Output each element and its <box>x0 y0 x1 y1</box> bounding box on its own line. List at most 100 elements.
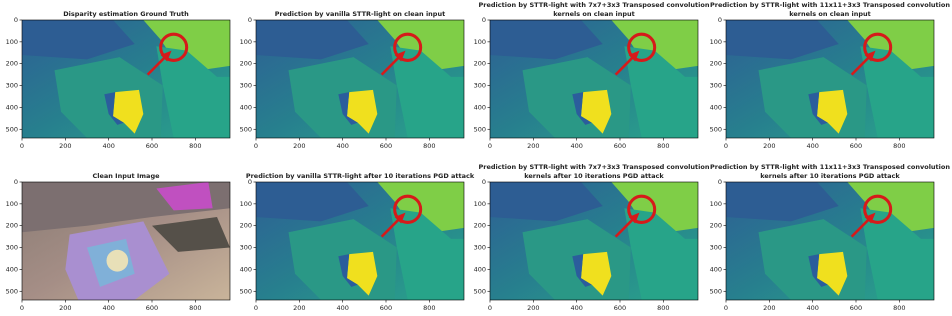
y-tick-label: 200 <box>6 222 18 230</box>
y-tick-label: 300 <box>6 82 18 90</box>
axes-frame <box>255 19 465 139</box>
axes-frame <box>489 181 699 301</box>
x-tick-label: 0 <box>254 304 258 312</box>
y-tick-label: 500 <box>240 125 252 133</box>
y-tick-label: 0 <box>482 178 486 186</box>
x-tick-label: 800 <box>189 142 201 150</box>
y-tick-label: 400 <box>710 265 722 273</box>
x-tick-label: 0 <box>20 304 24 312</box>
x-tick-label: 600 <box>850 142 862 150</box>
x-tick-label: 800 <box>423 304 435 312</box>
x-tick-label: 200 <box>293 304 305 312</box>
axes-frame <box>725 181 935 301</box>
y-tick-label: 0 <box>718 16 722 24</box>
y-tick-label: 300 <box>710 244 722 252</box>
y-tick-label: 0 <box>14 178 18 186</box>
x-tick-label: 600 <box>380 142 392 150</box>
y-tick-label: 200 <box>474 60 486 68</box>
y-tick-label: 0 <box>14 16 18 24</box>
x-tick-label: 400 <box>336 304 348 312</box>
y-tick-label: 500 <box>474 287 486 295</box>
y-tick-label: 200 <box>710 60 722 68</box>
x-tick-label: 600 <box>380 304 392 312</box>
x-tick-label: 600 <box>146 304 158 312</box>
panel-title: Prediction by STTR-light with 11x11+3x3 … <box>710 163 950 171</box>
x-tick-label: 200 <box>527 304 539 312</box>
y-tick-label: 100 <box>6 38 18 46</box>
x-tick-label: 400 <box>102 304 114 312</box>
x-tick-label: 600 <box>614 304 626 312</box>
x-tick-label: 400 <box>336 142 348 150</box>
axes-frame <box>255 181 465 301</box>
x-tick-label: 600 <box>614 142 626 150</box>
x-tick-label: 200 <box>527 142 539 150</box>
x-tick-label: 400 <box>806 142 818 150</box>
y-tick-label: 100 <box>6 200 18 208</box>
x-tick-label: 400 <box>806 304 818 312</box>
y-tick-label: 200 <box>6 60 18 68</box>
y-tick-label: 300 <box>240 82 252 90</box>
y-tick-label: 100 <box>240 38 252 46</box>
x-tick-label: 800 <box>893 142 905 150</box>
x-tick-label: 800 <box>893 304 905 312</box>
panel-title: Prediction by STTR-light with 11x11+3x3 … <box>710 1 950 9</box>
y-tick-label: 100 <box>474 200 486 208</box>
y-tick-label: 500 <box>6 287 18 295</box>
x-tick-label: 200 <box>763 304 775 312</box>
x-tick-label: 0 <box>488 304 492 312</box>
x-tick-label: 400 <box>570 142 582 150</box>
y-tick-label: 100 <box>710 38 722 46</box>
y-tick-label: 200 <box>240 60 252 68</box>
y-tick-label: 200 <box>240 222 252 230</box>
y-tick-label: 0 <box>482 16 486 24</box>
panel-title: Prediction by STTR-light with 7x7+3x3 Tr… <box>479 1 710 9</box>
y-tick-label: 400 <box>240 103 252 111</box>
y-tick-label: 400 <box>6 265 18 273</box>
y-tick-label: 0 <box>718 178 722 186</box>
y-tick-label: 300 <box>240 244 252 252</box>
x-tick-label: 800 <box>657 304 669 312</box>
y-tick-label: 300 <box>710 82 722 90</box>
y-tick-label: 300 <box>474 244 486 252</box>
axes-frame <box>21 19 231 139</box>
y-tick-label: 400 <box>474 265 486 273</box>
y-tick-label: 200 <box>710 222 722 230</box>
x-tick-label: 0 <box>488 142 492 150</box>
panel-title: kernels after 10 iterations PGD attack <box>760 172 900 180</box>
y-tick-label: 500 <box>240 287 252 295</box>
y-tick-label: 100 <box>240 200 252 208</box>
x-tick-label: 800 <box>189 304 201 312</box>
y-tick-label: 200 <box>474 222 486 230</box>
y-tick-label: 300 <box>6 244 18 252</box>
panel-title: kernels on clean input <box>789 10 871 18</box>
panel-title: kernels after 10 iterations PGD attack <box>524 172 664 180</box>
axes-frame <box>489 19 699 139</box>
x-tick-label: 0 <box>20 142 24 150</box>
y-tick-label: 400 <box>710 103 722 111</box>
panel-title: Clean Input Image <box>92 172 160 180</box>
x-tick-label: 800 <box>657 142 669 150</box>
y-tick-label: 0 <box>248 16 252 24</box>
x-tick-label: 400 <box>102 142 114 150</box>
panel-title: Disparity estimation Ground Truth <box>63 10 189 18</box>
axes-frame <box>725 19 935 139</box>
x-tick-label: 0 <box>254 142 258 150</box>
y-tick-label: 400 <box>474 103 486 111</box>
panel-title: Prediction by vanilla STTR-light after 1… <box>246 172 475 180</box>
y-tick-label: 100 <box>710 200 722 208</box>
y-tick-label: 100 <box>474 38 486 46</box>
y-tick-label: 500 <box>710 287 722 295</box>
x-tick-label: 600 <box>146 142 158 150</box>
x-tick-label: 400 <box>570 304 582 312</box>
x-tick-label: 0 <box>724 304 728 312</box>
y-tick-label: 500 <box>6 125 18 133</box>
y-tick-label: 500 <box>710 125 722 133</box>
y-tick-label: 300 <box>474 82 486 90</box>
x-tick-label: 600 <box>850 304 862 312</box>
x-tick-label: 200 <box>59 142 71 150</box>
y-tick-label: 400 <box>6 103 18 111</box>
panel-title: Prediction by STTR-light with 7x7+3x3 Tr… <box>479 163 710 171</box>
x-tick-label: 200 <box>59 304 71 312</box>
y-tick-label: 0 <box>248 178 252 186</box>
panel-title: kernels on clean input <box>553 10 635 18</box>
